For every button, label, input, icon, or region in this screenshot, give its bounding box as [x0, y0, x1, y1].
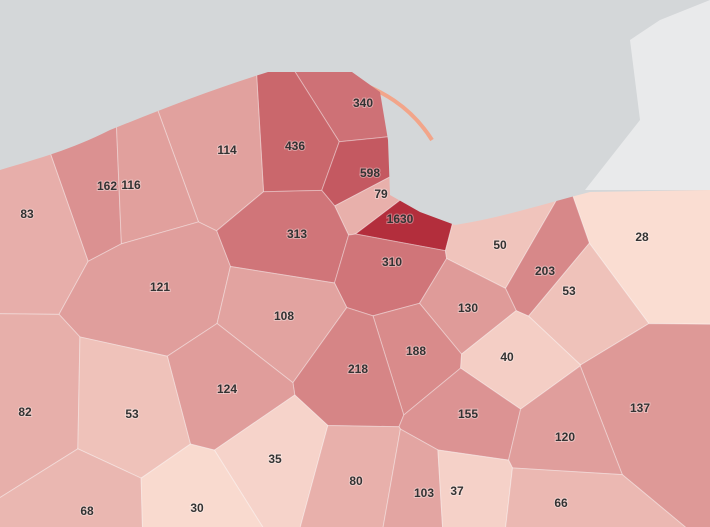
region-label: 188: [406, 344, 426, 358]
region-label: 82: [18, 405, 32, 419]
region-label: 108: [274, 309, 294, 323]
region-label: 114: [217, 143, 237, 157]
region-label: 310: [382, 255, 402, 269]
region-label: 598: [360, 166, 380, 180]
region-label: 121: [150, 280, 170, 294]
region-label: 137: [630, 401, 650, 415]
region-label: 40: [500, 350, 514, 364]
region-label: 79: [374, 187, 388, 201]
region[interactable]: [380, 428, 444, 527]
region-label: 83: [20, 207, 34, 221]
region-label: 37: [450, 484, 464, 498]
region-label: 1630: [387, 212, 414, 226]
region-label: 203: [535, 264, 555, 278]
region-label: 53: [125, 407, 139, 421]
region-label: 313: [287, 227, 307, 241]
region[interactable]: [0, 313, 81, 505]
region-label: 162: [97, 179, 117, 193]
region-label: 130: [458, 301, 478, 315]
region-label: 155: [458, 407, 478, 421]
region[interactable]: [503, 467, 703, 527]
region-label: 80: [349, 474, 363, 488]
region[interactable]: [418, 257, 517, 355]
region-label: 116: [121, 178, 141, 192]
region-label: 30: [190, 501, 204, 515]
region-label: 68: [80, 504, 94, 518]
region-label: 120: [555, 430, 575, 444]
region[interactable]: [0, 448, 144, 527]
region-label: 340: [353, 96, 373, 110]
region-label: 103: [414, 486, 434, 500]
region[interactable]: [140, 443, 272, 527]
region[interactable]: [216, 265, 348, 384]
neighbor-land: [585, 0, 710, 190]
labels: 340 436 114 598 79 162 116 83 1630 313 310 50 28 203 5…: [17, 95, 651, 519]
region-label: 436: [285, 139, 305, 153]
region[interactable]: [77, 336, 192, 479]
region-label: 218: [348, 362, 368, 376]
region-label: 35: [268, 452, 282, 466]
region-label: 66: [554, 496, 568, 510]
region[interactable]: [437, 449, 513, 527]
region-label: 28: [635, 230, 649, 244]
region-label: 50: [493, 238, 507, 252]
region-label: 53: [562, 284, 576, 298]
region[interactable]: [292, 306, 405, 428]
region-label: 124: [217, 382, 237, 396]
